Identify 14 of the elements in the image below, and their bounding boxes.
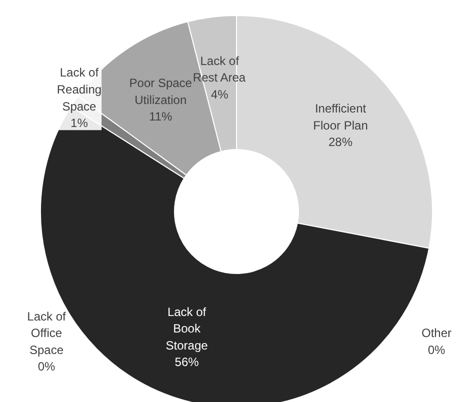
data-label: 56% — [174, 355, 200, 370]
slice-label: Poor Space Utilization — [129, 76, 192, 107]
slice-label: Inefficient Floor Plan — [313, 102, 368, 132]
category-label: Lack of Office Space — [27, 309, 66, 357]
category-label: Other — [421, 326, 452, 340]
data-label: 28% — [328, 135, 353, 150]
slice-label: Lack of Rest Area — [192, 54, 246, 85]
slice-label: Lack of Reading Space — [56, 66, 102, 114]
data-label: 11% — [149, 110, 173, 124]
text: 0% — [428, 342, 446, 357]
data-label: 1% — [70, 116, 88, 130]
text: 0% — [38, 360, 56, 374]
data-label: 4% — [210, 87, 229, 102]
slice-label: Lack of Book Storage — [166, 304, 208, 352]
